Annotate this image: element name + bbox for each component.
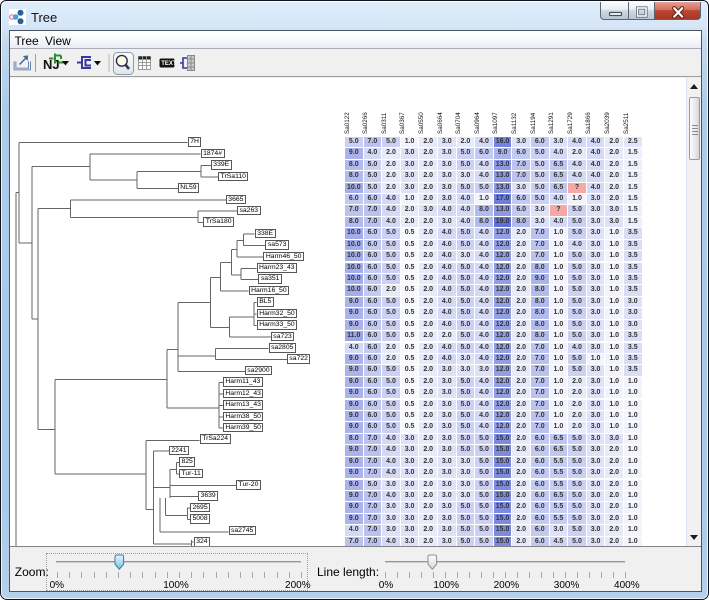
svg-text:TEXT: TEXT	[161, 61, 177, 67]
